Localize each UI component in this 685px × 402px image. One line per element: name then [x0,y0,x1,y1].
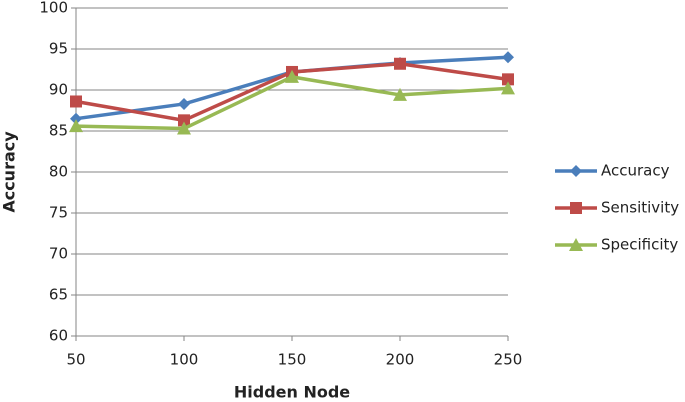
y-tick-label: 65 [49,286,68,304]
marker [177,121,191,135]
marker [502,73,514,86]
y-tick-label: 90 [49,81,68,99]
marker [393,87,407,101]
marker [570,202,582,214]
marker [70,112,82,125]
legend-label: Accuracy [601,162,670,180]
y-tick-label: 100 [39,0,68,17]
y-tick-label: 75 [49,204,68,222]
marker [285,69,299,83]
y-tick-label: 70 [49,245,68,263]
legend-label: Sensitivity [601,199,679,217]
y-tick-label: 95 [49,40,68,58]
x-tick-label: 50 [66,351,85,369]
x-tick-label: 100 [170,351,199,369]
marker [69,119,83,133]
marker [569,238,583,251]
marker [501,81,515,95]
marker [570,165,582,177]
series-line [75,75,509,131]
x-tick-label: 200 [386,351,415,369]
x-tick-label: 150 [278,351,307,369]
x-axis-title: Hidden Node [234,383,350,402]
y-tick-label: 80 [49,163,68,181]
y-axis-title: Accuracy [0,131,19,213]
y-tick-label: 60 [49,327,68,345]
marker [178,97,190,110]
marker [70,95,82,108]
marker [502,51,514,64]
marker [394,57,406,70]
legend-label: Specificity [601,236,678,254]
x-tick-label: 250 [494,351,523,369]
marker [178,114,190,127]
y-tick-label: 85 [49,122,68,140]
